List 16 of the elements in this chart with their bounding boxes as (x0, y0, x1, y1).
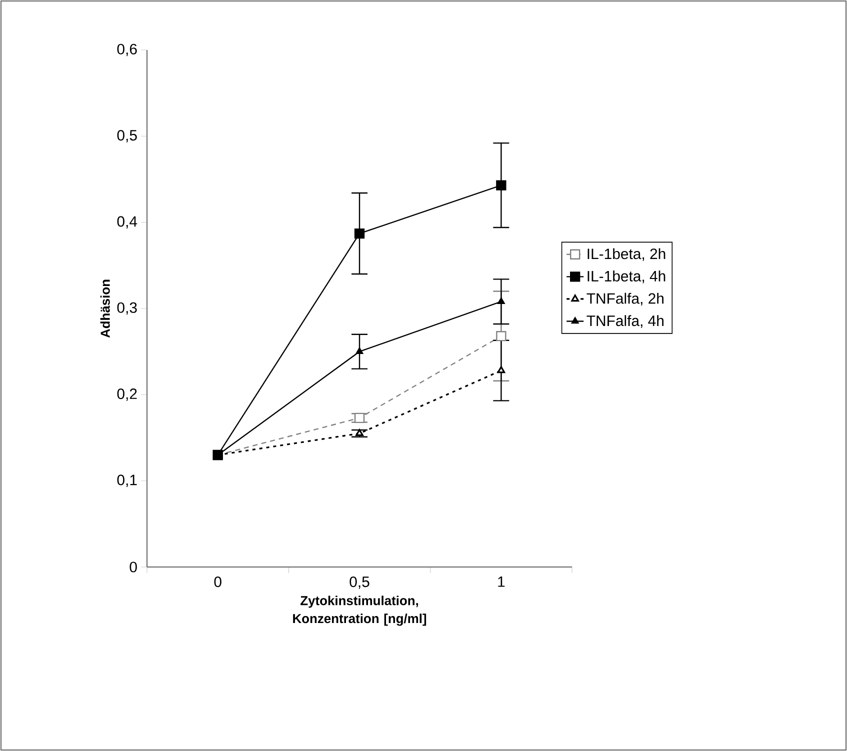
y-tick-label: 0,1 (117, 474, 137, 487)
y-tick-label: 0,3 (117, 302, 137, 315)
y-tick-label: 0,6 (117, 44, 137, 56)
x-tick-label: 1 (498, 576, 505, 587)
x-tick-label: 0 (214, 576, 222, 588)
legend-label: TNFalfa, 4h (586, 315, 664, 328)
legend-label: IL-1beta, 4h (588, 270, 666, 284)
y-tick-label: 0,5 (117, 130, 137, 142)
y-tick-label: 0,4 (117, 216, 138, 228)
y-tick-label: 0,2 (117, 388, 137, 401)
x-tick-label: 0,5 (350, 576, 370, 589)
legend-label: TNFalfa, 2h (586, 292, 664, 306)
legend-label: IL-1beta, 2h (588, 248, 666, 261)
y-axis-title: Adhäsion (100, 280, 110, 338)
x-axis-title: Zytokinstimulation, Konzentration [ng/ml] (293, 596, 426, 626)
y-tick-label: 0 (130, 562, 137, 572)
